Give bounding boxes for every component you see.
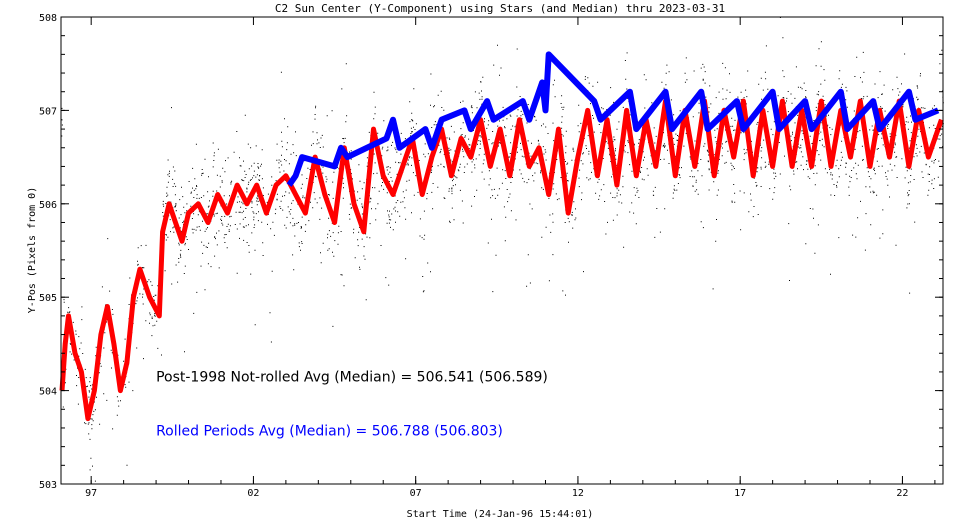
y-tick-label: 503 bbox=[39, 480, 57, 491]
chart-title: C2 Sun Center (Y-Component) using Stars … bbox=[275, 2, 725, 15]
x-tick-label: 07 bbox=[410, 488, 422, 499]
x-axis-label: Start Time (24-Jan-96 15:44:01) bbox=[407, 509, 594, 520]
y-tick-label: 505 bbox=[39, 293, 57, 304]
series-lines bbox=[59, 51, 944, 422]
y-tick-label: 506 bbox=[39, 200, 57, 211]
annotation-text: Rolled Periods Avg (Median) = 506.788 (5… bbox=[156, 423, 503, 439]
axis-ticks bbox=[61, 16, 943, 485]
series-line bbox=[286, 51, 940, 187]
tick-labels: 97 02 07 12 17 22 503 504 505 506 507 508 bbox=[39, 13, 909, 499]
annotation-text: Post-1998 Not-rolled Avg (Median) = 506.… bbox=[156, 369, 548, 385]
x-tick-label: 17 bbox=[734, 488, 746, 499]
y-tick-label: 504 bbox=[39, 387, 57, 398]
plot-frame bbox=[60, 16, 944, 485]
y-tick-label: 508 bbox=[39, 13, 57, 24]
annotations: Post-1998 Not-rolled Avg (Median) = 506.… bbox=[156, 369, 548, 439]
x-tick-label: 12 bbox=[572, 488, 584, 499]
x-tick-label: 97 bbox=[85, 488, 97, 499]
series-line bbox=[59, 98, 944, 422]
x-tick-label: 02 bbox=[247, 488, 259, 499]
scatter-cloud bbox=[61, 17, 944, 482]
scatter-points bbox=[61, 17, 944, 482]
x-tick-label: 22 bbox=[896, 488, 908, 499]
y-tick-label: 507 bbox=[39, 106, 57, 117]
y-axis-label: Y-Pos (Pixels from 0) bbox=[27, 187, 38, 313]
